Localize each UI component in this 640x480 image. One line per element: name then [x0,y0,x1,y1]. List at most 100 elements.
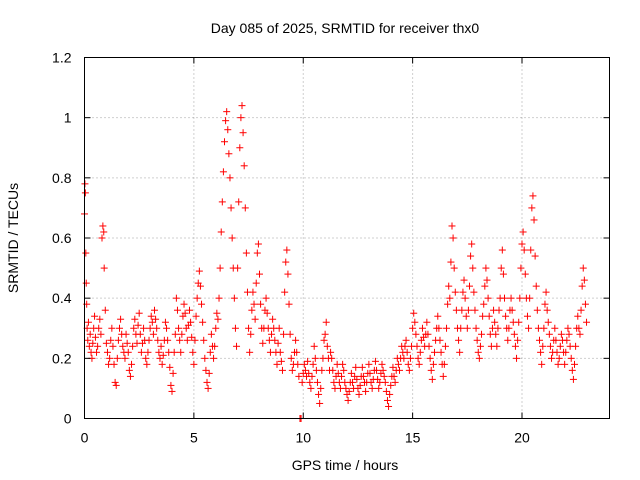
y-tick-label: 1 [64,110,72,126]
data-point [479,312,487,320]
data-point [206,348,214,356]
data-point [473,336,481,344]
data-point [178,330,186,338]
data-point [540,324,548,332]
data-point [239,129,247,137]
data-point [347,369,355,377]
data-point [257,300,265,308]
data-point [536,336,543,344]
data-point [186,306,193,314]
data-point [233,342,241,350]
data-point [436,336,444,344]
data-point [308,372,316,380]
data-point [447,258,455,266]
data-point [103,348,111,356]
data-point [472,324,480,332]
data-point [463,324,471,332]
data-point [484,294,492,302]
data-point [554,360,562,368]
data-point [462,312,470,320]
data-point [371,357,379,365]
data-point [527,246,535,254]
data-point [469,264,477,272]
data-point [101,306,109,314]
data-point [423,318,431,326]
data-point [277,357,285,365]
data-point [241,204,249,212]
data-point [166,363,174,371]
data-point [404,360,412,368]
data-point [307,384,315,392]
data-point [394,360,402,368]
y-tick-label: 1.2 [52,50,72,66]
data-point [520,246,528,254]
data-point [323,342,331,350]
data-point [281,288,289,296]
data-point [82,249,90,257]
data-point [215,294,223,302]
data-point [515,318,523,326]
data-point [97,330,105,338]
data-point [147,312,155,320]
data-point [247,330,255,338]
data-point [156,354,164,362]
data-point [198,300,206,308]
data-point [531,252,539,260]
data-point [505,324,513,332]
data-point [86,330,94,338]
data-point [259,339,267,347]
data-point [476,342,484,350]
data-point [82,279,90,287]
data-point [201,354,209,362]
data-point [385,402,393,410]
data-point [81,189,89,197]
data-point [252,279,260,287]
data-point [440,360,448,368]
data-point [85,342,93,350]
data-point [225,150,233,158]
data-point [135,309,143,317]
data-point [340,366,348,374]
chart-title: Day 085 of 2025, SRMTID for receiver thx… [211,20,480,36]
data-point [431,348,438,356]
data-point [262,294,270,302]
data-point [450,264,458,272]
data-point [470,288,478,296]
data-point [106,354,114,362]
data-point [455,336,463,344]
data-point [285,300,293,308]
data-point [498,246,506,254]
data-point [287,354,295,362]
data-point [107,336,115,344]
data-point [91,333,99,341]
grid [84,57,610,419]
data-point [217,228,225,236]
data-point [280,330,288,338]
data-point [387,381,395,389]
data-point [108,324,116,332]
data-point [210,354,218,362]
data-point [373,366,381,374]
data-point [251,315,259,323]
data-point [284,270,292,278]
data-point [318,366,326,374]
data-point [339,360,347,368]
data-point [328,354,336,362]
data-point [309,360,317,368]
data-point [526,294,534,302]
data-point [293,348,301,356]
data-point [195,267,203,275]
data-point [158,360,166,368]
data-point [485,312,493,320]
data-point [313,378,321,386]
data-point [556,342,564,350]
data-point [109,342,117,350]
data-point [110,360,118,368]
data-point [311,354,319,362]
data-point [327,348,335,356]
data-point [113,354,121,362]
data-point [468,240,476,248]
data-point [301,366,309,374]
data-point [144,348,152,356]
data-point [448,222,456,230]
